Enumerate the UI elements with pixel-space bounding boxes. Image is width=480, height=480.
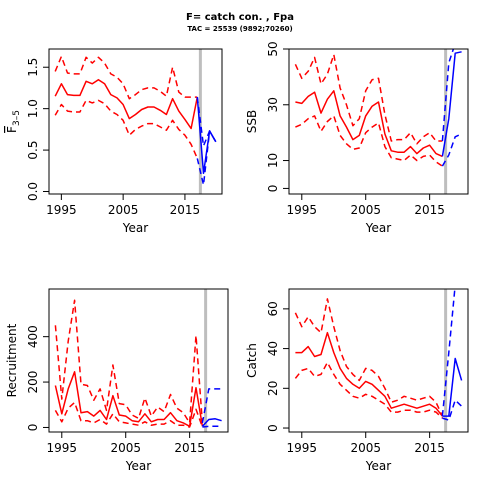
ssb-y-tick-label: 10	[266, 153, 280, 168]
recruitment-x-tick-label: 2005	[110, 441, 141, 455]
catch-x-axis-label: Year	[365, 459, 391, 473]
recruitment-series-historical-upper	[54, 299, 204, 424]
recruitment-series-projection-median	[201, 418, 222, 427]
fbar-panel: 1995 2005 2015 0.0 0.5 1.0 1.5 Year F3–5	[5, 48, 223, 235]
catch-plot-frame	[288, 288, 469, 433]
catch-x-tick-label: 1995	[287, 441, 318, 455]
recruitment-series-historical-median	[54, 371, 204, 428]
recruitment-x-tick-label: 2015	[174, 441, 205, 455]
catch-x-tick-label: 2005	[350, 441, 381, 455]
fbar-y-tick-label: 0.5	[26, 141, 40, 160]
fbar-series-historical-median	[54, 78, 199, 130]
ssb-y-tick-label: 30	[266, 97, 280, 112]
ssb-plot-frame	[288, 48, 469, 195]
catch-series-historical-lower	[294, 361, 443, 419]
fbar-y-tick-label: 1.5	[26, 58, 40, 77]
catch-y-tick-label: 60	[266, 301, 280, 316]
recruitment-series-group	[54, 299, 222, 428]
ssb-x-tick-label: 2015	[414, 203, 445, 217]
fbar-series-projection-upper	[196, 97, 217, 147]
recruitment-y-tick-label: 200	[26, 371, 40, 394]
recruitment-plot-frame	[48, 288, 229, 433]
ssb-series-group	[294, 49, 462, 167]
ssb-series-historical-upper	[294, 53, 443, 145]
catch-series-historical-median	[295, 331, 443, 417]
fbar-plot-frame	[48, 48, 223, 195]
recruitment-panel: 1995 2005 2015 0 200 400 Year Recruitment	[5, 288, 229, 473]
fbar-y-tick-label: 1.0	[26, 99, 40, 118]
recruitment-x-tick-label: 1995	[47, 441, 78, 455]
catch-x-tick-label: 2015	[414, 441, 445, 455]
fbar-y-axis-label: F3–5	[5, 110, 22, 133]
fbar-x-tick-label: 2015	[170, 203, 201, 217]
ssb-x-axis-label: Year	[365, 221, 391, 235]
catch-y-axis-label: Catch	[245, 343, 259, 378]
fbar-x-tick-label: 1995	[46, 203, 77, 217]
recruitment-series-historical-lower	[54, 401, 204, 428]
fbar-series-group	[54, 55, 217, 186]
fbar-x-tick-label: 2005	[108, 203, 139, 217]
fbar-y-tick-label: 0.0	[26, 182, 40, 201]
recruitment-y-axis-label: Recruitment	[5, 323, 19, 397]
catch-y-tick-label: 0	[266, 424, 280, 432]
recruitment-x-axis-label: Year	[125, 459, 151, 473]
ssb-x-tick-label: 1995	[287, 203, 318, 217]
catch-y-tick-label: 20	[266, 381, 280, 396]
catch-series-projection-upper	[441, 289, 456, 417]
ssb-y-tick-label: 0	[266, 185, 280, 193]
catch-series-projection-lower	[442, 399, 463, 421]
figure-title: F= catch con. , Fpa	[186, 12, 294, 23]
recruitment-y-tick-label: 400	[26, 325, 40, 348]
ssb-series-projection-median	[441, 51, 462, 157]
ssb-y-axis-label: SSB	[245, 110, 259, 133]
catch-series-historical-upper	[294, 298, 444, 417]
fbar-series-projection-lower	[196, 130, 217, 186]
fbar-series-historical-upper	[54, 55, 198, 100]
catch-series-group	[294, 289, 463, 421]
catch-y-tick-label: 40	[266, 341, 280, 356]
fbar-x-axis-label: Year	[122, 221, 148, 235]
ssb-panel: 1995 2005 2015 0 10 30 50 Year SSB	[245, 41, 469, 235]
ssb-series-historical-median	[295, 90, 443, 158]
catch-panel: 1995 2005 2015 0 20 40 60 Year Catch	[245, 288, 469, 473]
fbar-series-historical-lower	[54, 99, 198, 159]
recruitment-series-projection-lower	[202, 425, 222, 428]
catch-series-projection-median	[442, 357, 463, 417]
recruitment-series-projection-upper	[201, 388, 222, 424]
ssb-x-tick-label: 2005	[350, 203, 381, 217]
recruitment-y-tick-label: 0	[26, 424, 40, 432]
ssb-series-projection-lower	[441, 133, 462, 167]
ssb-y-tick-label: 50	[266, 41, 280, 56]
figure-subtitle: TAC = 25539 (9892;70260)	[187, 25, 292, 33]
